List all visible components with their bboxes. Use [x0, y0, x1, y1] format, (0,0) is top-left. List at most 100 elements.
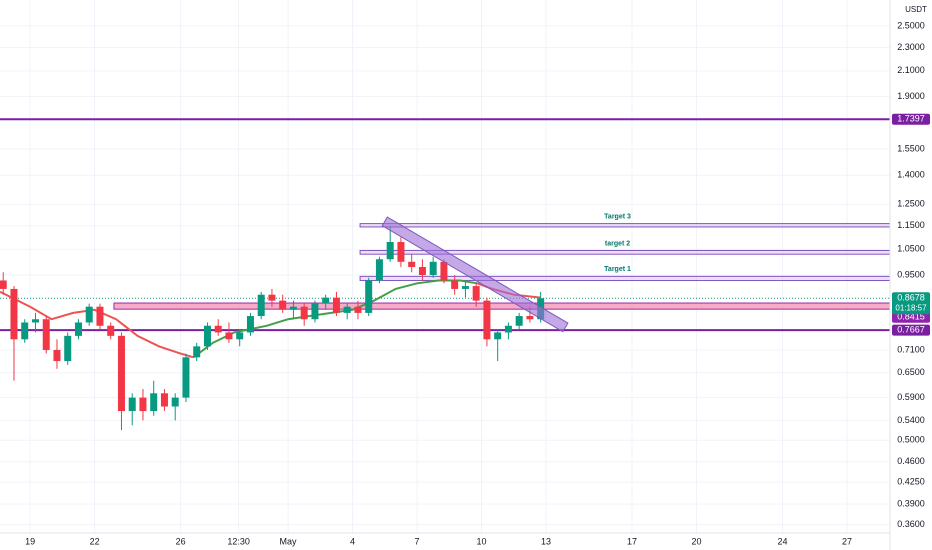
candle-body: [53, 349, 61, 362]
y-tick-label: 0.4250: [897, 476, 925, 486]
candle-body: [171, 397, 179, 407]
candle-body: [203, 325, 211, 347]
y-tick-label: 1.4000: [897, 170, 925, 180]
candle-body: [225, 332, 233, 340]
zone-tag-bg: [892, 311, 930, 323]
candle-body: [257, 294, 265, 317]
candle-body: [0, 280, 7, 289]
x-tick-label: 22: [90, 536, 100, 546]
candle-body: [182, 357, 190, 398]
price-tag: 0.8678: [897, 293, 925, 303]
y-tick-label: 1.1500: [897, 220, 925, 230]
candle-body: [311, 303, 319, 320]
candle-body: [418, 267, 426, 276]
y-tick-label: 1.0500: [897, 244, 925, 254]
candle-body: [408, 261, 416, 268]
price-tag-bg: [892, 292, 930, 315]
y-tick-label: 1.9000: [897, 91, 925, 101]
currency-label: USDT: [905, 5, 927, 14]
axes: 2.5000 2.3000 2.1000 1.9000 1.5500 1.4000 1.25…: [25, 20, 930, 546]
y-tick-label: 0.7100: [897, 344, 925, 354]
candle-body: [10, 288, 18, 340]
x-tick-label: 20: [692, 536, 702, 546]
candle-body: [322, 297, 330, 304]
candle-body: [289, 306, 297, 310]
candle-body: [236, 332, 244, 340]
level-tag-bg: [892, 324, 930, 336]
y-tick-label: 0.3900: [897, 499, 925, 509]
candle-body: [375, 259, 383, 281]
candle-body: [472, 286, 480, 301]
candle-body: [494, 332, 502, 340]
x-tick-label: 10: [477, 536, 487, 546]
y-tick-label: 0.5400: [897, 415, 925, 425]
level-tag-bg: [892, 113, 930, 125]
x-tick-label: 4: [350, 536, 355, 546]
support-zone: [113, 302, 891, 310]
x-tick-label: May: [280, 536, 298, 546]
candle-body: [64, 335, 72, 362]
candle-body: [193, 346, 201, 358]
candle-body: [42, 319, 50, 350]
level-tag: 0.7667: [897, 325, 925, 335]
x-tick-label: 26: [176, 536, 186, 546]
x-tick-label: 7: [415, 536, 420, 546]
candle-body: [386, 241, 394, 260]
candle-body: [246, 316, 254, 333]
candle-body: [332, 297, 340, 313]
candle-body: [526, 316, 534, 320]
y-tick-label: 0.4600: [897, 456, 925, 466]
y-tick-label: 2.5000: [897, 20, 925, 30]
candle-body: [150, 393, 158, 412]
target-box: [359, 223, 891, 228]
x-tick-label: 13: [541, 536, 551, 546]
candle-body: [504, 325, 512, 333]
candle-body: [365, 280, 373, 313]
y-tick-label: 0.6500: [897, 367, 925, 377]
x-tick-label: 27: [842, 536, 852, 546]
target-label: Target 1: [604, 266, 631, 273]
level-tag: 1.7397: [897, 114, 925, 124]
y-tick-label: 2.1000: [897, 65, 925, 75]
trendline-band: [381, 216, 569, 333]
candle-body: [343, 306, 351, 313]
countdown: 01:18:57: [895, 303, 927, 312]
candle-body: [31, 319, 39, 323]
x-tick-label: 24: [778, 536, 788, 546]
candle-body: [440, 261, 448, 281]
target-label: target 2: [605, 240, 630, 247]
candle-body: [300, 306, 308, 320]
plot: Target 1 target 2 Target 3: [0, 118, 891, 431]
candle-body: [354, 306, 362, 313]
candle-body: [429, 261, 437, 276]
candle-body: [107, 325, 115, 336]
candle-body: [96, 306, 104, 326]
candle-body: [451, 280, 459, 289]
candle-body: [160, 393, 168, 407]
candle-body: [128, 397, 136, 412]
candle-body: [74, 322, 82, 336]
zone-tag: 0.8415: [897, 312, 925, 322]
y-tick-label: 1.2500: [897, 199, 925, 209]
y-tick-label: 0.5000: [897, 435, 925, 445]
candle-body: [461, 286, 469, 289]
candle-body: [139, 397, 147, 412]
candle-body: [483, 300, 491, 340]
candle-body: [279, 300, 287, 310]
moving-average: [0, 290, 194, 359]
x-tick-label: 17: [627, 536, 637, 546]
y-tick-label: 0.9500: [897, 269, 925, 279]
candle-body: [85, 306, 93, 323]
candle-body: [268, 294, 276, 301]
candle-body: [397, 241, 405, 262]
y-tick-label: 1.5500: [897, 143, 925, 153]
y-tick-label: 0.3600: [897, 519, 925, 529]
candle-body: [515, 316, 523, 326]
candle-body: [21, 322, 29, 340]
target-label: Target 3: [604, 213, 631, 220]
x-tick-label: 12:30: [227, 536, 250, 546]
y-tick-label: 0.5900: [897, 392, 925, 402]
x-tick-label: 19: [25, 536, 35, 546]
candle-body: [214, 325, 222, 333]
